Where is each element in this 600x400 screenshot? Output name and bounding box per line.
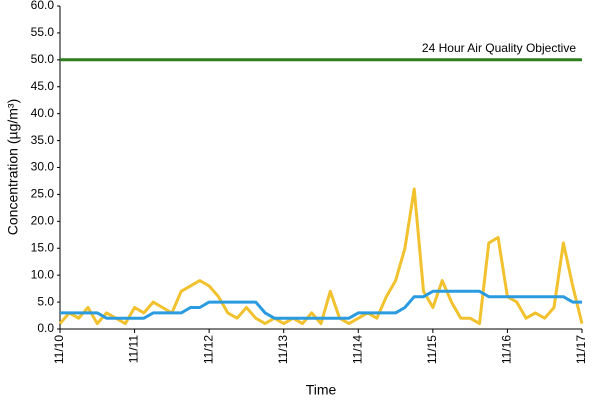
x-tick-label: 11/11	[127, 335, 141, 364]
y-tick-label: 5.0	[37, 294, 54, 308]
y-tick-label: 10.0	[31, 267, 55, 281]
x-tick-label: 11/17	[574, 335, 588, 364]
x-tick-label: 11/12	[201, 335, 215, 364]
y-tick-label: 40.0	[31, 106, 55, 120]
y-tick-label: 30.0	[31, 160, 55, 174]
y-tick-label: 45.0	[31, 79, 55, 93]
y-tick-label: 15.0	[31, 240, 55, 254]
annotation: 24 Hour Air Quality Objective	[422, 41, 576, 55]
x-tick-label: 11/14	[350, 335, 364, 364]
data-line	[58, 187, 584, 326]
x-tick-label: 11/16	[500, 335, 514, 364]
x-tick-label: 11/10	[52, 335, 66, 364]
x-axis-label: Time	[306, 382, 337, 398]
x-tick-label: 11/15	[425, 335, 439, 364]
y-tick-label: 0.0	[37, 321, 54, 335]
y-axis-label: Concentration (µg/m³)	[5, 99, 21, 235]
y-tick-label: 20.0	[31, 214, 55, 228]
data-line	[60, 289, 582, 320]
y-tick-label: 50.0	[31, 52, 55, 66]
y-tick-label: 25.0	[31, 187, 55, 201]
x-tick-label: 11/13	[276, 335, 290, 364]
y-tick-label: 35.0	[31, 133, 55, 147]
y-tick-label: 55.0	[31, 25, 55, 39]
y-tick-label: 60.0	[31, 0, 55, 12]
